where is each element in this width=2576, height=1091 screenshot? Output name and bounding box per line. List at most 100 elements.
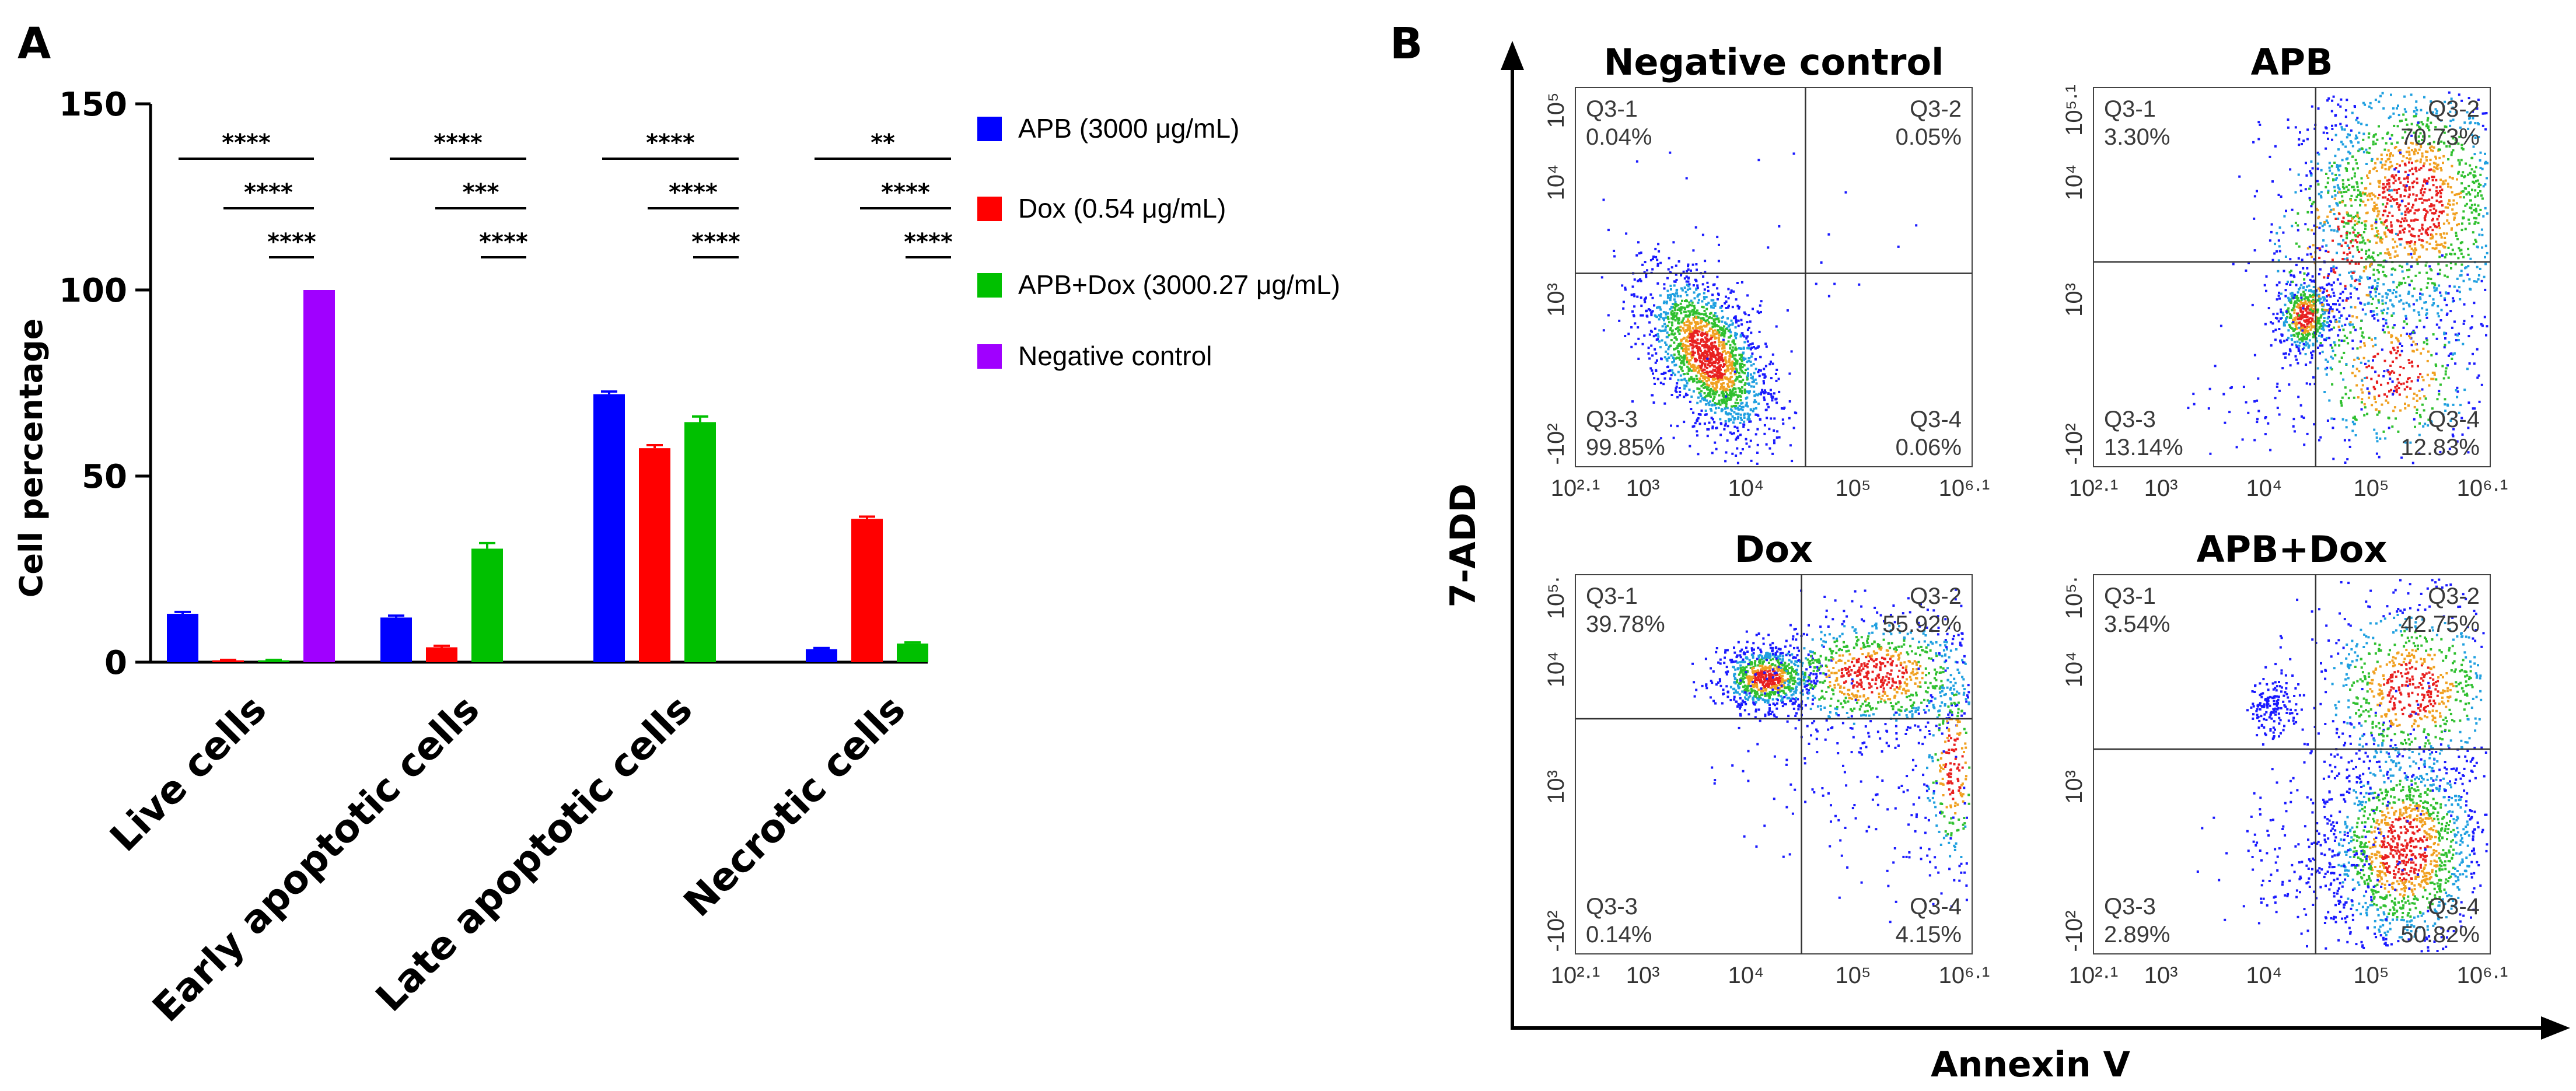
flow-event xyxy=(2382,324,2385,327)
flow-event xyxy=(2431,212,2434,215)
flow-event xyxy=(2345,222,2348,225)
flow-event xyxy=(2290,281,2293,284)
flow-event xyxy=(2365,148,2368,151)
flow-event xyxy=(2431,196,2434,199)
flow-event xyxy=(2367,256,2369,258)
flow-event xyxy=(2287,118,2290,121)
flow-event xyxy=(2309,361,2312,364)
flow-event xyxy=(2395,174,2397,177)
flow-event xyxy=(2398,393,2401,396)
flow-event xyxy=(2350,260,2353,263)
flow-event xyxy=(2404,142,2407,144)
flow-event xyxy=(2392,312,2395,315)
flow-event xyxy=(1733,362,1736,365)
flow-event xyxy=(2298,321,2301,324)
flow-event xyxy=(2469,164,2472,167)
flow-event xyxy=(1735,438,1738,441)
flow-event xyxy=(1686,315,1689,318)
flow-event xyxy=(1762,690,1765,693)
flow-event xyxy=(1719,368,1722,371)
flow-event xyxy=(1677,353,1680,356)
flow-event xyxy=(1700,313,1703,316)
flow-event xyxy=(1746,418,1749,421)
flow-event xyxy=(1739,650,1742,653)
flow-event xyxy=(2357,149,2360,152)
flow-event xyxy=(1812,687,1815,690)
flow-event xyxy=(1659,316,1662,319)
flow-event xyxy=(2278,245,2281,248)
flow-event xyxy=(1669,293,1672,296)
flow-event xyxy=(1709,375,1712,377)
flow-event xyxy=(2340,401,2343,404)
flow-event xyxy=(2413,151,2416,153)
flow-event xyxy=(1722,330,1725,333)
flow-event xyxy=(2277,194,2280,196)
flow-event xyxy=(1749,343,1752,346)
flow-event xyxy=(2427,177,2430,180)
flow-event xyxy=(1691,355,1694,358)
flow-event xyxy=(2369,102,2372,104)
flow-event xyxy=(2385,296,2388,299)
flow-event xyxy=(2350,240,2353,243)
flow-event xyxy=(2350,296,2352,299)
flow-event xyxy=(2347,179,2350,181)
flow-event xyxy=(2335,177,2338,180)
flow-event xyxy=(2281,334,2284,337)
flow-event xyxy=(1706,334,1708,337)
flow-event xyxy=(1721,383,1724,386)
flow-event xyxy=(2293,302,2296,305)
flow-event xyxy=(2350,194,2353,197)
flow-event xyxy=(2392,238,2395,241)
flow-event xyxy=(1656,258,1659,261)
flow-event xyxy=(1637,279,1640,282)
flow-event xyxy=(2300,325,2303,328)
flow-event xyxy=(2330,267,2333,270)
flow-event xyxy=(2463,320,2466,323)
flow-event xyxy=(1816,666,1819,669)
flow-event xyxy=(2312,293,2315,296)
flow-event xyxy=(1773,679,1775,681)
flow-event xyxy=(1689,312,1691,315)
flow-event xyxy=(2425,229,2428,232)
flow-event xyxy=(2333,229,2336,232)
flow-event xyxy=(1687,285,1690,288)
flow-event xyxy=(2445,313,2448,316)
flow-event xyxy=(2330,165,2333,167)
flow-event xyxy=(2414,241,2417,244)
flow-event xyxy=(1715,647,1718,649)
flow-event xyxy=(1748,445,1751,448)
flow-event xyxy=(1784,703,1787,706)
flow-event xyxy=(2308,187,2311,190)
flow-event xyxy=(2371,338,2373,341)
flow-event xyxy=(1723,428,1726,431)
panel-a-letter: A xyxy=(18,19,51,69)
flow-event xyxy=(2313,232,2316,235)
flow-event xyxy=(2355,162,2358,165)
flow-event xyxy=(1757,655,1760,657)
flow-event xyxy=(1711,425,1714,428)
flow-event xyxy=(1686,372,1689,375)
flow-event xyxy=(1691,340,1693,343)
flow-event xyxy=(1704,360,1707,363)
flow-event xyxy=(2406,177,2409,180)
bar xyxy=(380,617,412,662)
flow-event xyxy=(2439,383,2442,386)
flow-event xyxy=(2407,195,2410,198)
flow-event xyxy=(2365,220,2368,223)
flow-event xyxy=(2313,320,2316,323)
flow-event xyxy=(2297,396,2300,398)
flow-event xyxy=(2319,316,2322,319)
flow-event xyxy=(2397,206,2400,209)
flow-event xyxy=(2357,232,2360,235)
flow-event xyxy=(2394,268,2397,271)
flow-event xyxy=(2319,352,2321,355)
flow-event xyxy=(2285,283,2288,285)
flow-event xyxy=(1644,261,1647,264)
flow-event xyxy=(1684,348,1687,351)
flow-event xyxy=(2368,152,2371,154)
flow-event xyxy=(1651,369,1654,372)
flow-event xyxy=(2390,231,2393,234)
flow-event xyxy=(1761,676,1764,679)
flow-event xyxy=(2337,191,2340,194)
flow-event xyxy=(1705,380,1708,383)
